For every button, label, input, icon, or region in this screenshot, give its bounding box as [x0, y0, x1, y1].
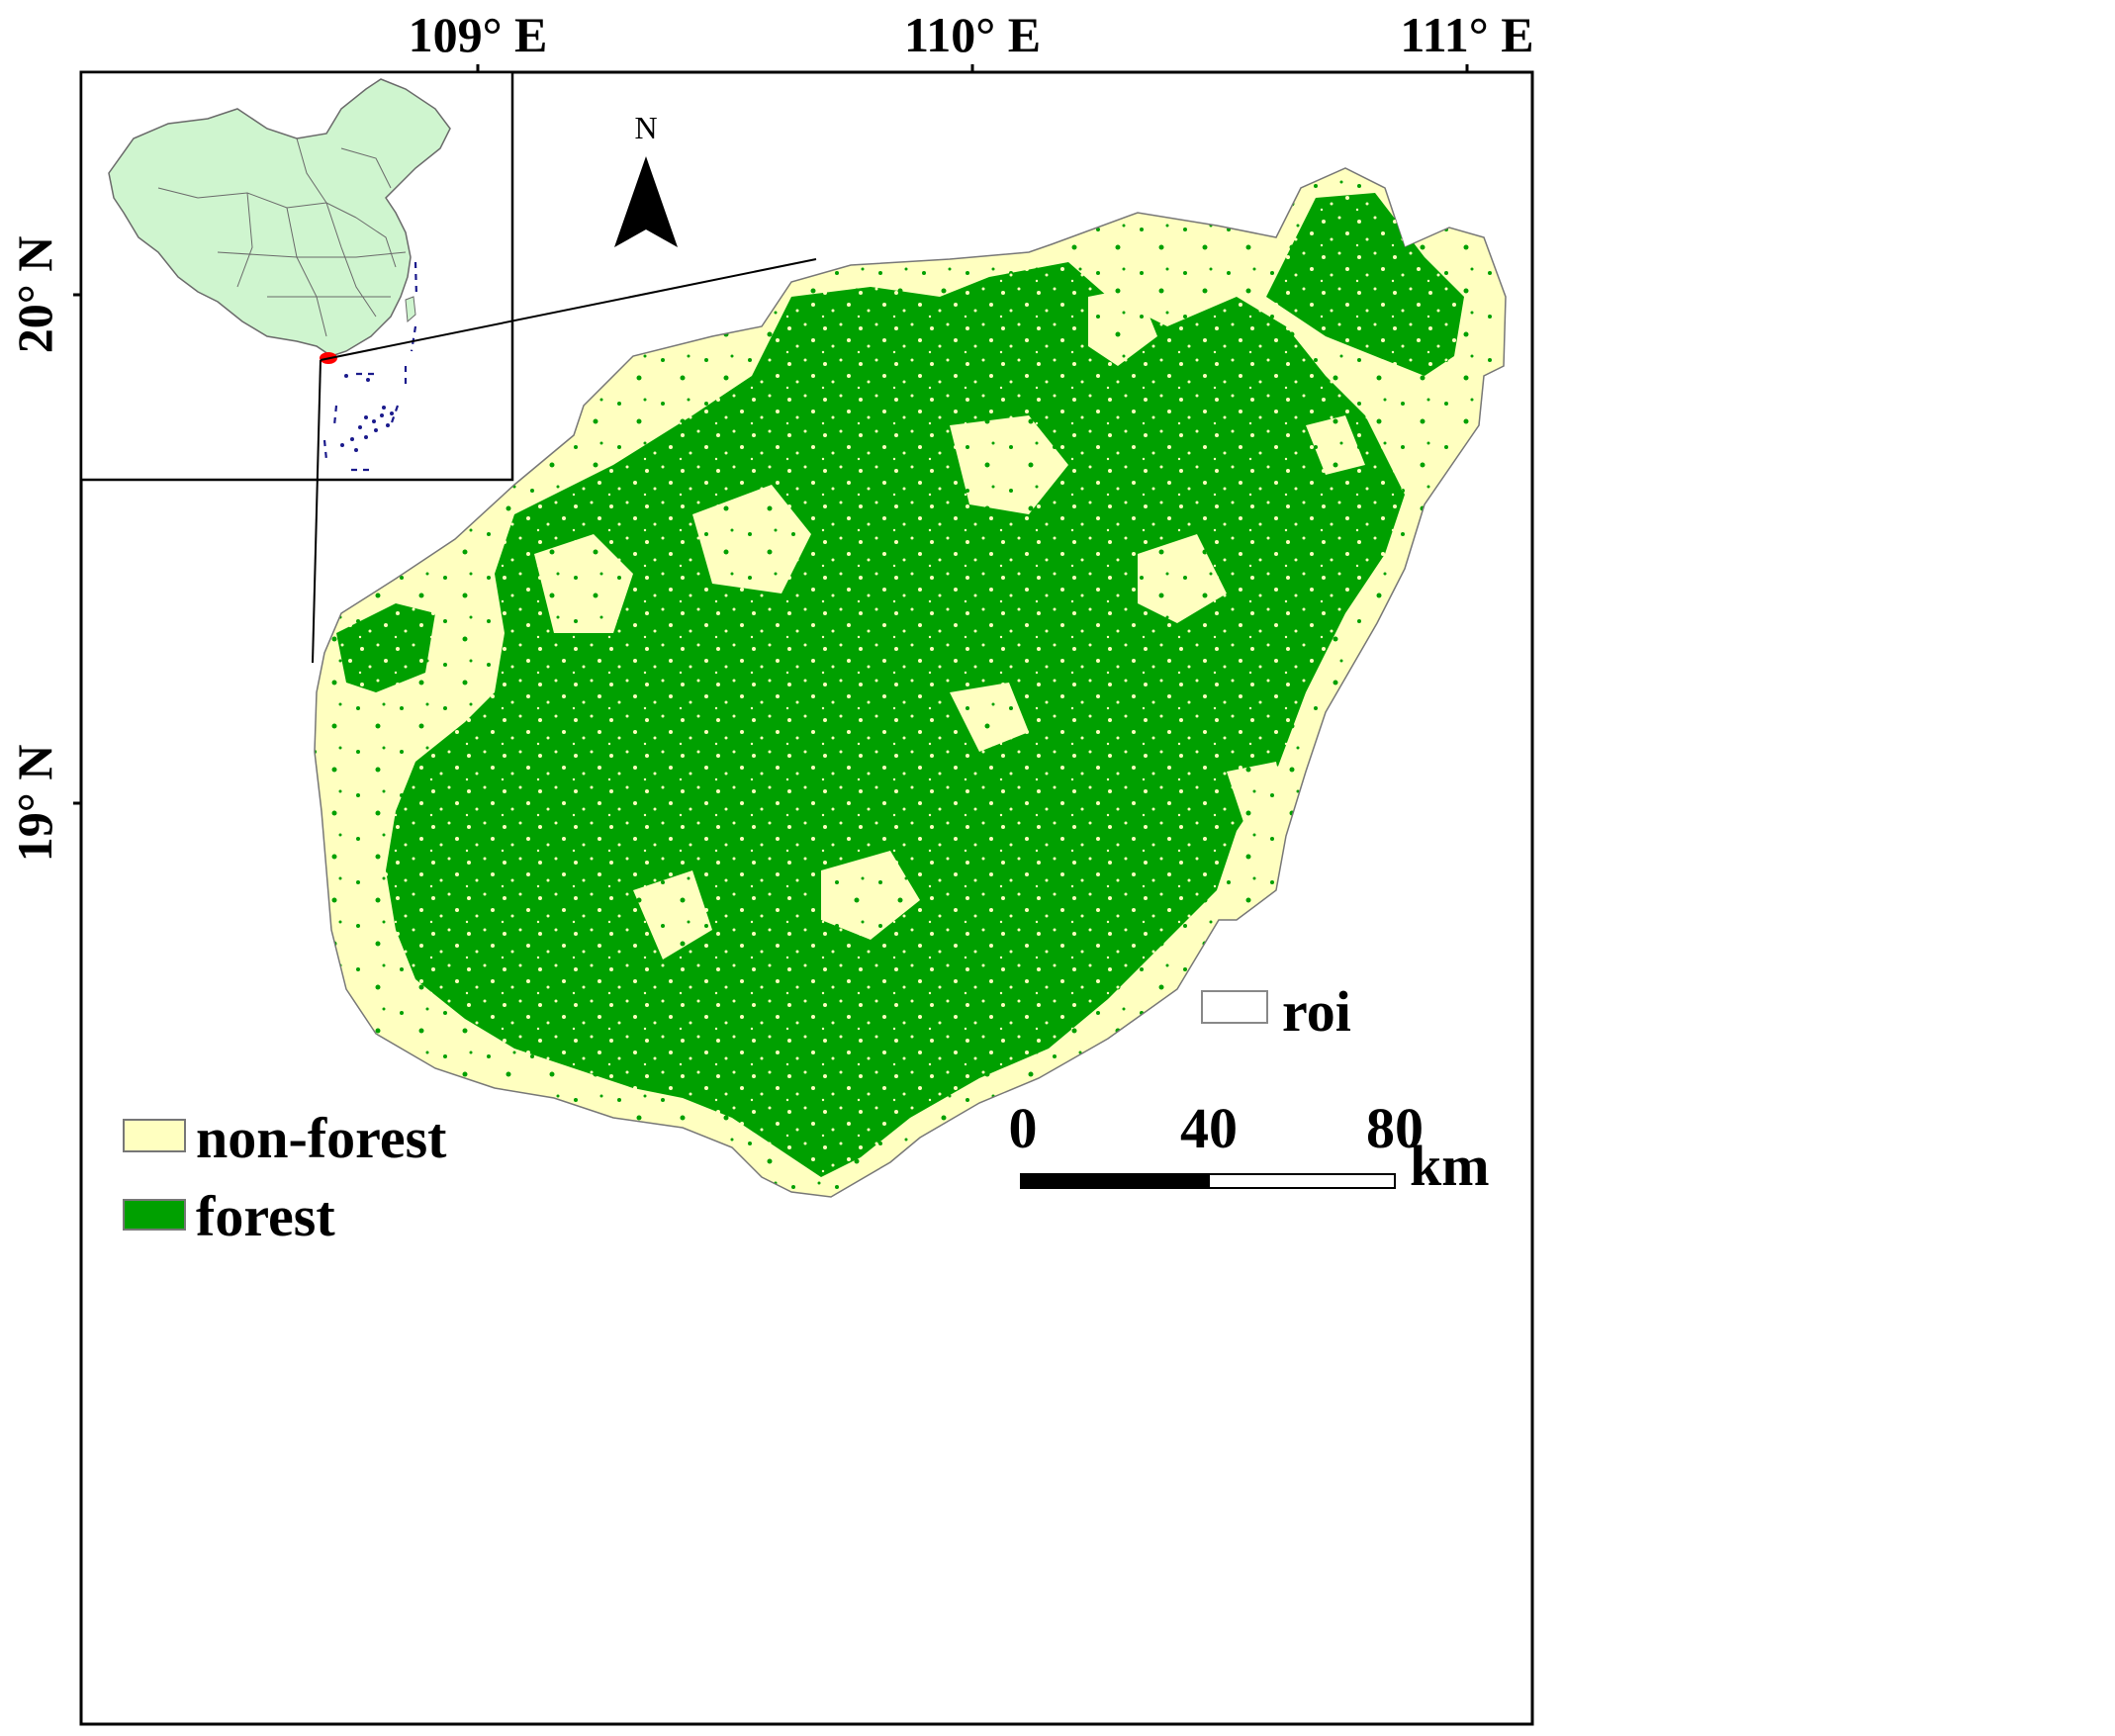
graticule-ticks	[73, 64, 1469, 805]
north-arrow: N	[614, 110, 678, 247]
china-land	[108, 78, 451, 357]
latitude-label-19: 19° N	[7, 745, 62, 863]
north-arrow-icon	[614, 156, 678, 247]
legend-roi: roi	[1201, 979, 1351, 1044]
roi-label: roi	[1282, 979, 1351, 1044]
longitude-label-110: 110° E	[904, 7, 1041, 62]
scale-tick-40: 40	[1180, 1096, 1238, 1160]
latitude-label-20: 20° N	[7, 236, 62, 354]
islands-cluster	[340, 374, 394, 452]
scale-bar-white-segment	[1208, 1173, 1396, 1189]
legend: non-forest forest	[123, 1106, 447, 1248]
longitude-label-111: 111° E	[1400, 7, 1533, 62]
scale-bar: 0 40 80 km	[1009, 1096, 1490, 1198]
province-boundaries	[157, 137, 407, 337]
taiwan	[405, 296, 416, 323]
scale-tick-80: 80	[1366, 1096, 1424, 1160]
roi-swatch	[1201, 990, 1268, 1024]
non-forest-swatch	[123, 1119, 186, 1152]
forest-cover	[336, 193, 1464, 1177]
zoom-connector-lines	[312, 258, 817, 664]
forest-swatch	[123, 1199, 186, 1231]
non-forest-label: non-forest	[196, 1106, 447, 1170]
scale-bar-black-segment	[1020, 1173, 1210, 1189]
scale-tick-0: 0	[1009, 1096, 1038, 1160]
map-frame	[79, 70, 1534, 1726]
inset-china-map	[108, 78, 451, 472]
scale-unit: km	[1410, 1134, 1490, 1198]
north-arrow-label: N	[634, 110, 657, 145]
nine-dash-line	[322, 261, 418, 472]
forest-label: forest	[196, 1184, 335, 1248]
longitude-label-109: 109° E	[409, 7, 548, 62]
hainan-island	[314, 167, 1507, 1198]
